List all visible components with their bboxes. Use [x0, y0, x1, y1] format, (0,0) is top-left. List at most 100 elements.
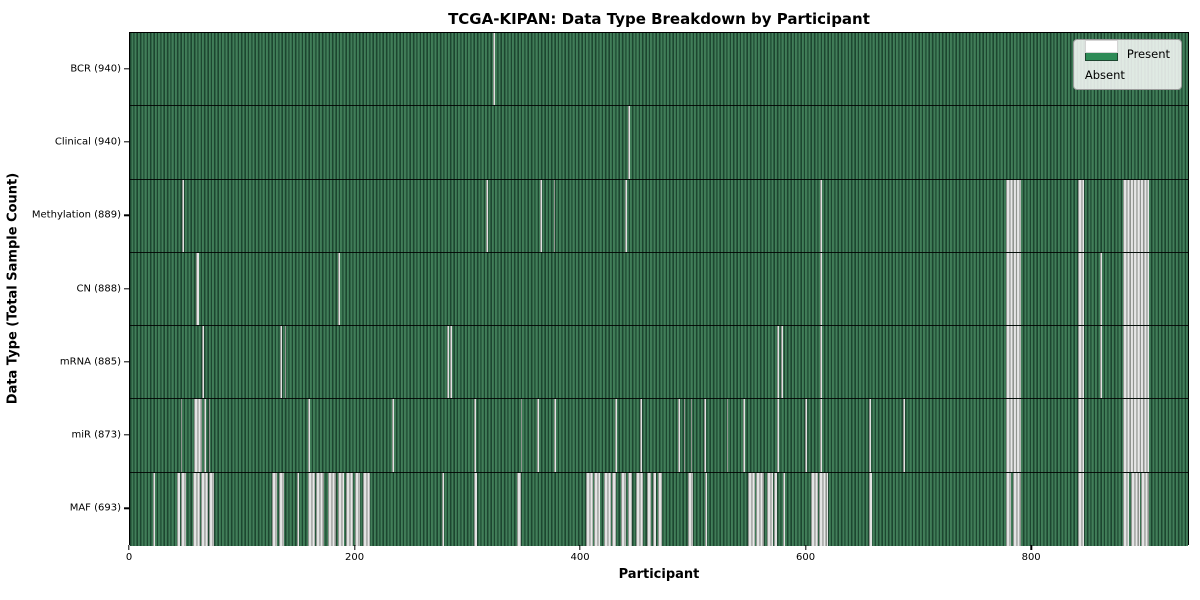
absent-block	[639, 399, 642, 472]
absent-block	[774, 472, 778, 546]
y-tick-mark	[124, 214, 129, 216]
legend-absent-label: Absent	[1084, 68, 1125, 82]
absent-block	[1077, 399, 1085, 472]
absent-block	[284, 326, 287, 399]
absent-block	[903, 399, 905, 472]
absent-block	[585, 472, 593, 546]
absent-block	[652, 472, 656, 546]
heatmap-row-mrna	[130, 326, 1188, 400]
absent-block	[782, 472, 786, 546]
absent-block	[628, 472, 632, 546]
absent-block	[1122, 326, 1149, 399]
absent-block	[194, 399, 203, 472]
absent-block	[152, 472, 155, 546]
absent-block	[628, 106, 630, 179]
plot-area	[129, 32, 1189, 546]
absent-block	[646, 472, 652, 546]
absent-block	[678, 399, 680, 472]
absent-block	[603, 472, 611, 546]
absent-block	[517, 472, 521, 546]
x-tick-mark	[353, 545, 356, 550]
absent-block	[1122, 179, 1149, 252]
absent-block	[520, 399, 523, 472]
y-tick-label: miR (873)	[71, 429, 121, 441]
absent-block	[392, 399, 394, 472]
y-tick-mark	[124, 434, 129, 436]
absent-block	[492, 33, 495, 106]
absent-block	[690, 399, 693, 472]
absent-block	[209, 472, 215, 546]
absent-block	[1012, 472, 1022, 546]
absent-block	[620, 472, 627, 546]
y-tick-label: mRNA (885)	[59, 356, 121, 368]
absent-block	[704, 399, 706, 472]
y-tick-mark	[124, 287, 129, 290]
absent-block	[1131, 472, 1140, 546]
absent-block	[683, 399, 686, 472]
absent-block	[726, 399, 729, 472]
absent-block	[810, 472, 818, 546]
absent-block	[636, 472, 644, 546]
x-tick-mark	[579, 545, 581, 550]
absent-block	[1122, 252, 1149, 326]
legend-present-label: Present	[1126, 47, 1170, 61]
absent-block	[819, 179, 822, 252]
absent-block	[362, 472, 370, 546]
absent-block	[193, 472, 200, 546]
absent-block	[296, 472, 299, 546]
absent-block	[338, 252, 340, 326]
heatmap-row-mir	[130, 399, 1188, 473]
heatmap-row-bcr	[130, 33, 1188, 107]
absent-block	[279, 472, 285, 546]
y-tick-label: Clinical (940)	[54, 136, 121, 148]
absent-block	[747, 472, 755, 546]
absent-block	[1077, 326, 1085, 399]
absent-block	[819, 252, 822, 326]
absent-block	[450, 326, 452, 399]
absent-block	[474, 472, 477, 546]
absent-block	[594, 472, 601, 546]
absent-block	[204, 399, 206, 472]
absent-block	[486, 179, 488, 252]
legend-entry-absent: Absent	[1084, 40, 1170, 82]
absent-block	[1005, 399, 1022, 472]
absent-block	[1100, 326, 1102, 399]
absent-block	[688, 472, 693, 546]
x-tick-mark	[1030, 545, 1032, 550]
absent-block	[1005, 252, 1022, 326]
y-tick-mark	[124, 141, 129, 143]
x-tick-label: 0	[125, 552, 133, 563]
y-tick-label: BCR (940)	[70, 63, 121, 75]
absent-swatch-icon	[1084, 40, 1118, 53]
y-tick-mark	[124, 67, 129, 70]
absent-block	[1100, 252, 1102, 326]
absent-block	[781, 326, 783, 399]
absent-block	[316, 472, 324, 546]
absent-block	[612, 472, 617, 546]
y-tick-label: MAF (693)	[69, 502, 121, 514]
absent-block	[743, 399, 746, 472]
absent-block	[196, 252, 200, 326]
absent-block	[441, 472, 445, 546]
absent-block	[180, 399, 183, 472]
absent-block	[271, 472, 278, 546]
absent-block	[446, 326, 449, 399]
absent-block	[208, 399, 211, 472]
absent-block	[615, 399, 617, 472]
absent-block	[767, 472, 773, 546]
absent-block	[201, 472, 208, 546]
x-tick-mark	[804, 545, 807, 550]
absent-block	[1122, 472, 1130, 546]
absent-block	[777, 399, 779, 472]
legend: Present Absent	[1072, 39, 1182, 90]
x-tick-mark	[128, 545, 130, 550]
absent-block	[1005, 472, 1012, 546]
absent-block	[1077, 252, 1085, 326]
absent-block	[1077, 179, 1085, 252]
absent-block	[625, 179, 627, 252]
absent-block	[280, 326, 282, 399]
x-tick-label: 600	[796, 552, 816, 563]
absent-block	[777, 326, 779, 399]
chart-title: TCGA-KIPAN: Data Type Breakdown by Parti…	[448, 10, 870, 28]
absent-block	[1005, 326, 1022, 399]
